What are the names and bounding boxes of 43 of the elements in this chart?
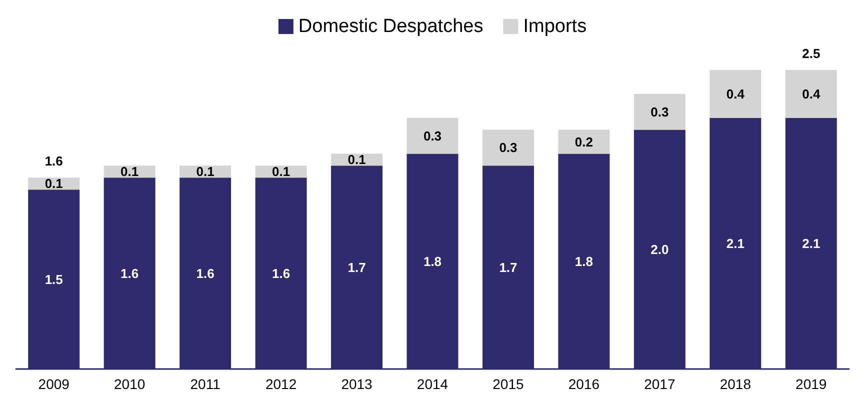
- data-label: 1.5: [44, 272, 63, 287]
- x-tick-label: 2016: [568, 376, 600, 392]
- legend-label: Domestic Despatches: [298, 16, 484, 37]
- total-label: 2.5: [802, 46, 820, 61]
- data-label: 0.1: [196, 164, 214, 180]
- data-label: 2.0: [650, 242, 669, 257]
- legend-label: Imports: [523, 16, 587, 37]
- data-label: 0.3: [650, 104, 669, 120]
- data-label: 0.4: [726, 86, 746, 102]
- data-label: 0.4: [802, 86, 821, 102]
- x-tick-label: 2019: [796, 376, 827, 392]
- bar: [406, 118, 458, 154]
- bar: [558, 130, 610, 154]
- bar: [634, 94, 686, 130]
- data-label: 0.3: [423, 128, 442, 144]
- x-tick-label: 2010: [114, 376, 146, 392]
- data-label: 1.8: [423, 254, 442, 269]
- data-label: 0.2: [574, 134, 593, 150]
- x-tick-label: 2017: [644, 376, 676, 392]
- data-label: 0.1: [272, 164, 290, 180]
- x-tick-label: 2009: [38, 376, 70, 392]
- bar: [482, 130, 534, 166]
- data-label: 0.1: [44, 176, 63, 192]
- bar: [785, 70, 837, 118]
- x-tick-label: 2011: [190, 376, 221, 392]
- data-label: 0.1: [348, 152, 366, 168]
- data-label: 0.1: [120, 164, 139, 180]
- x-tick-label: 2013: [341, 376, 373, 392]
- data-label: 2.1: [802, 236, 820, 251]
- total-label: 1.6: [44, 154, 63, 169]
- data-label: 1.8: [574, 254, 593, 269]
- x-tick-label: 2015: [492, 376, 524, 392]
- data-label: 1.7: [348, 260, 366, 275]
- data-label: 1.7: [499, 260, 518, 275]
- x-tick-label: 2012: [265, 376, 297, 392]
- x-tick-label: 2018: [720, 376, 752, 392]
- data-label: 0.3: [499, 140, 518, 156]
- bar: [710, 70, 762, 118]
- x-tick-label: 2014: [416, 376, 448, 392]
- data-label: 1.6: [196, 266, 214, 281]
- data-label: 1.6: [120, 266, 139, 281]
- data-label: 2.1: [726, 236, 744, 251]
- data-label: 1.6: [272, 266, 290, 281]
